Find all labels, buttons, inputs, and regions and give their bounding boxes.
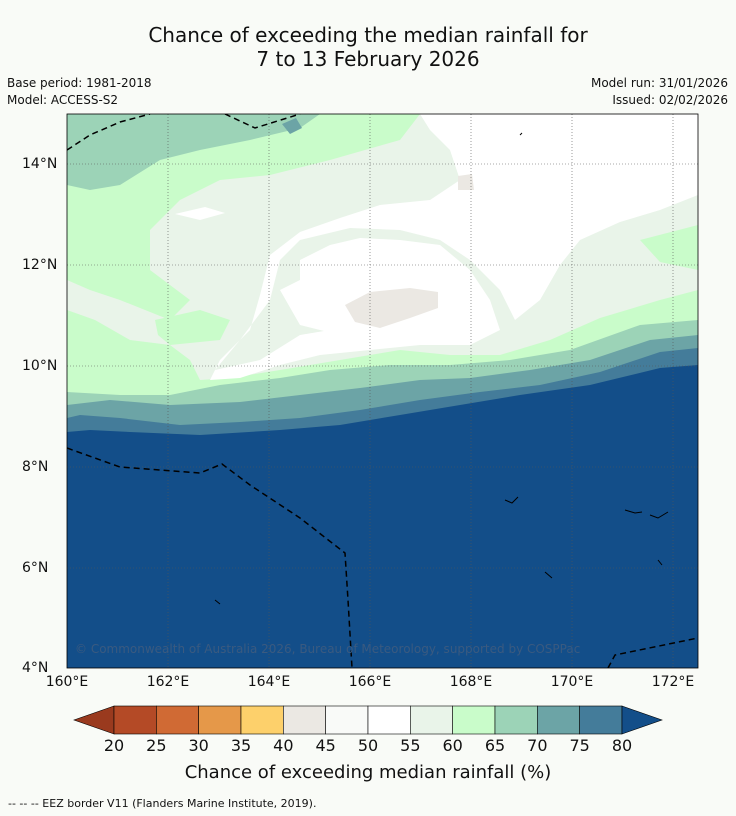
colorbar-tick-45: 45: [315, 736, 336, 755]
x-tick-170: 170°E: [550, 674, 594, 690]
y-tick-14n: 14°N: [22, 156, 58, 172]
map-frame: [66, 113, 699, 669]
y-tick-8n: 8°N: [22, 459, 49, 475]
colorbar-tick-65: 65: [484, 736, 506, 755]
colorbar-extend-high: [621, 705, 663, 735]
x-tick-168: 168°E: [449, 674, 493, 690]
y-tick-12n: 12°N: [22, 257, 58, 273]
band-40-45: [345, 288, 438, 328]
colorbar-tick-30: 30: [188, 736, 209, 755]
colorbar-tick-70: 70: [527, 736, 548, 755]
map-title-line1: Chance of exceeding the median rainfall …: [148, 23, 588, 47]
colorbar-swatch-b75_80: [579, 705, 623, 735]
colorbar-swatch-b30_35: [198, 705, 242, 735]
y-tick-10n: 10°N: [22, 358, 58, 374]
x-tick-172: 172°E: [651, 674, 695, 690]
graticule: [67, 114, 698, 668]
band-60-65-small: [155, 310, 230, 345]
base-period: Base period: 1981-2018: [7, 76, 152, 90]
eez-border: [67, 114, 698, 668]
colorbar-extend-low: [73, 705, 115, 735]
colorbar-swatch-b65_70: [494, 705, 538, 735]
colorbar-tick-35: 35: [230, 736, 252, 755]
x-tick-164: 164°E: [247, 674, 291, 690]
colorbar-swatch-b50_55: [367, 705, 411, 735]
colorbar-tick-80: 80: [611, 736, 633, 755]
band-65-70-upper: [67, 114, 320, 190]
x-tick-160: 160°E: [45, 674, 89, 690]
colorbar-tick-20: 20: [103, 736, 125, 755]
colorbar-swatch-b40_45: [283, 705, 326, 735]
issued-date: Issued: 02/02/2026: [612, 93, 728, 107]
band-50-55: [210, 114, 698, 380]
colorbar-swatch-b70_75: [537, 705, 580, 735]
copyright-text: © Commonwealth of Australia 2026, Bureau…: [75, 642, 580, 656]
model-name: Model: ACCESS-S2: [7, 93, 119, 107]
colorbar-tick-40: 40: [273, 736, 294, 755]
map-plot-area: © Commonwealth of Australia 2026, Bureau…: [67, 114, 698, 668]
colorbar-tick-60: 60: [442, 736, 463, 755]
band-70-75-upper: [282, 118, 302, 134]
colorbar-tick-75: 75: [569, 736, 590, 755]
colorbar-tick-55: 55: [400, 736, 421, 755]
colorbar-title: Chance of exceeding median rainfall (%): [184, 762, 552, 783]
colorbar: [73, 705, 663, 735]
colorbar-swatch-b45_50: [325, 705, 369, 735]
colorbar-swatch-b55_60: [410, 705, 453, 735]
y-tick-6n: 6°N: [22, 560, 49, 576]
band-40-45-small: [458, 174, 474, 190]
x-tick-166: 166°E: [348, 674, 392, 690]
colorbar-swatch-b25_30: [156, 705, 199, 735]
band-50-55-left: [175, 207, 225, 220]
islands: [214, 132, 669, 605]
band-60-65-ne: [640, 225, 698, 270]
colorbar-swatch-b20_25: [113, 705, 157, 735]
map-title-line2: 7 to 13 February 2026: [256, 47, 480, 71]
x-tick-162: 162°E: [146, 674, 190, 690]
colorbar-swatch-b35_40: [240, 705, 284, 735]
y-tick-4n: 4°N: [22, 660, 49, 676]
model-run: Model run: 31/01/2026: [590, 76, 728, 90]
band-60-65-upper: [67, 114, 420, 320]
colorbar-tick-50: 50: [357, 736, 379, 755]
colorbar-swatch-b60_65: [452, 705, 496, 735]
colorbar-tick-25: 25: [146, 736, 167, 755]
eez-footnote: -- -- -- EEZ border V11 (Flanders Marine…: [8, 797, 317, 810]
